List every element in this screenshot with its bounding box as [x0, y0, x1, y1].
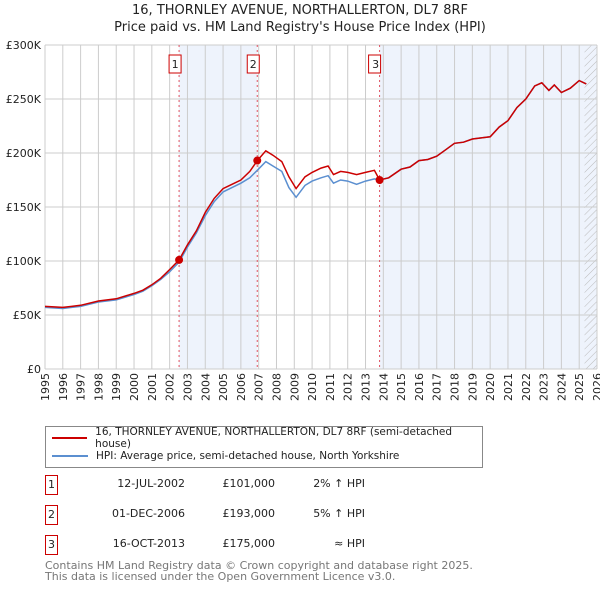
x-tick-label: 2024: [555, 373, 568, 401]
legend-item-hpi: HPI: Average price, semi-detached house,…: [52, 448, 399, 464]
x-tick-label: 2023: [538, 373, 551, 401]
sale-point: [375, 176, 384, 184]
sale-marker-number: 3: [372, 58, 379, 71]
x-tick-label: 1996: [57, 373, 70, 401]
sale-date: 16-OCT-2013: [112, 537, 185, 550]
x-tick-label: 2009: [288, 373, 301, 401]
x-tick-label: 2005: [217, 373, 230, 401]
x-tick-label: 2014: [377, 373, 390, 401]
sale-marker-label: 1: [45, 475, 58, 495]
sale-marker-box: [168, 54, 182, 74]
x-tick-label: 2022: [520, 373, 533, 401]
property-series-line: [44, 79, 587, 309]
x-tick-label: 2019: [466, 373, 479, 401]
footer-licence: This data is licensed under the Open Gov…: [45, 570, 396, 583]
sale-hpi-diff: ≈ HPI: [334, 537, 365, 550]
x-tick-label: 2016: [413, 373, 426, 401]
legend-item-property: 16, THORNLEY AVENUE, NORTHALLERTON, DL7 …: [52, 426, 482, 450]
sale-row: 2 01-DEC-2006 £193,000 5% ↑ HPI: [45, 505, 445, 525]
legend-label: 16, THORNLEY AVENUE, NORTHALLERTON, DL7 …: [95, 426, 453, 450]
sale-date: 01-DEC-2006: [111, 507, 185, 520]
y-tick-label: £150K: [6, 201, 42, 214]
y-tick-label: £200K: [6, 147, 42, 160]
x-tick-label: 2015: [395, 373, 408, 401]
x-tick-label: 2000: [128, 373, 141, 401]
legend-line-blue: [52, 455, 88, 457]
x-tick-label: 1998: [92, 373, 105, 401]
y-tick-label: £0: [27, 363, 41, 376]
x-tick-label: 1997: [75, 373, 88, 401]
x-tick-label: 2011: [324, 373, 337, 401]
x-tick-label: 2021: [502, 373, 515, 401]
sale-price: £175,000: [222, 537, 276, 550]
footer: Contains HM Land Registry data © Crown c…: [45, 560, 473, 582]
x-tick-label: 1999: [110, 373, 123, 401]
x-tick-label: 2017: [431, 373, 444, 401]
x-tick-label: 2026: [591, 373, 600, 401]
y-tick-label: £50K: [13, 309, 42, 322]
sale-marker-label: 3: [45, 535, 58, 555]
x-tick-label: 2002: [164, 373, 177, 401]
x-tick-label: 2010: [306, 373, 319, 401]
sale-marker-box: [368, 54, 382, 74]
sale-hpi-diff: 5% ↑ HPI: [313, 507, 365, 520]
x-tick-label: 2020: [484, 373, 497, 401]
legend-line-red: [52, 437, 88, 439]
sale-point: [253, 156, 262, 165]
sale-row: 1 12-JUL-2002 £101,000 2% ↑ HPI: [45, 475, 445, 495]
legend: 16, THORNLEY AVENUE, NORTHALLERTON, DL7 …: [45, 426, 483, 468]
chart-title: 16, THORNLEY AVENUE, NORTHALLERTON, DL7 …: [132, 3, 468, 18]
sale-marker-number: 2: [250, 58, 257, 71]
legend-label: HPI: Average price, semi-detached house,…: [96, 450, 400, 462]
x-tick-label: 2018: [449, 373, 462, 401]
y-tick-label: £100K: [6, 255, 42, 268]
sale-price: £193,000: [222, 507, 276, 520]
x-tick-label: 2008: [270, 373, 283, 401]
sale-marker-number: 1: [172, 58, 179, 71]
sale-marker-box: [246, 54, 260, 74]
x-tick-label: 1995: [39, 373, 52, 401]
price-chart: 1995 1996 1997 1998 1999 2000 2001 2002 2003 2004…: [6, 39, 600, 401]
sale-date: 12-JUL-2002: [117, 477, 185, 490]
chart-subtitle: Price paid vs. HM Land Registry's House …: [114, 20, 486, 35]
sale-price: £101,000: [222, 477, 276, 490]
sale-marker-label: 2: [45, 505, 58, 525]
y-tick-label: £300K: [6, 39, 42, 52]
x-tick-label: 2006: [235, 373, 248, 401]
sale-point: [175, 255, 184, 264]
x-tick-label: 2025: [573, 373, 586, 401]
x-tick-label: 2012: [342, 373, 355, 401]
sale-hpi-diff: 2% ↑ HPI: [313, 477, 365, 490]
sale-row: 3 16-OCT-2013 £175,000 ≈ HPI: [45, 535, 445, 555]
x-tick-label: 2003: [181, 373, 194, 401]
x-tick-label: 2004: [199, 373, 212, 401]
y-tick-label: £250K: [6, 93, 42, 106]
x-tick-label: 2001: [146, 373, 159, 401]
x-tick-label: 2007: [253, 373, 266, 401]
footer-copyright: Contains HM Land Registry data © Crown c…: [45, 559, 473, 572]
x-tick-label: 2013: [360, 373, 373, 401]
